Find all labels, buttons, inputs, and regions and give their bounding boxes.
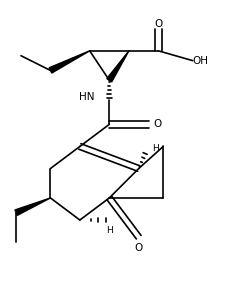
Text: O: O (135, 243, 143, 253)
Text: HN: HN (79, 92, 94, 103)
Polygon shape (107, 51, 129, 82)
Polygon shape (49, 51, 90, 73)
Text: H: H (106, 226, 113, 235)
Polygon shape (15, 198, 50, 215)
Text: H: H (152, 144, 159, 154)
Text: O: O (154, 120, 162, 129)
Text: O: O (154, 19, 162, 29)
Text: OH: OH (193, 56, 209, 66)
